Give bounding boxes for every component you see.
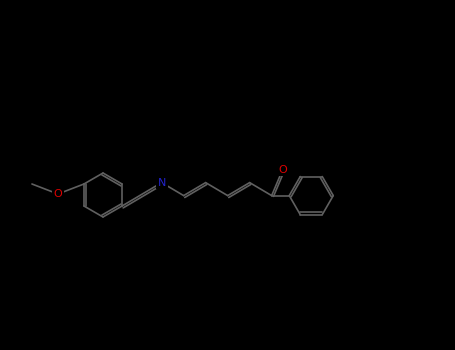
Text: O: O xyxy=(278,164,287,175)
Text: N: N xyxy=(157,177,166,188)
Text: O: O xyxy=(54,189,62,199)
